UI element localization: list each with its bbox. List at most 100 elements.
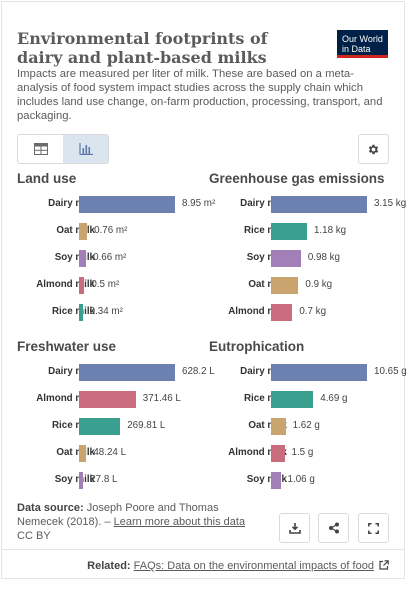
bar-row[interactable]: Rice milk 0.34 m²	[17, 304, 207, 321]
bar-value-label: 1.5 g	[291, 447, 314, 458]
bar-row[interactable]: Almond milk 371.46 L	[17, 391, 207, 408]
source-separator: –	[101, 516, 114, 528]
bar-row[interactable]: Almond milk 1.5 g	[209, 445, 399, 462]
panel-title: Greenhouse gas emissions	[209, 171, 385, 186]
bar-row[interactable]: Rice milk 4.69 g	[209, 391, 399, 408]
bar[interactable]	[271, 250, 301, 267]
bar-value-label: 0.98 kg	[307, 252, 340, 263]
bar-row[interactable]: Dairy milk 8.95 m²	[17, 196, 215, 213]
bar[interactable]	[79, 364, 175, 381]
owid-logo[interactable]: Our World in Data	[337, 30, 388, 58]
chart-subtitle: Impacts are measured per liter of milk. …	[17, 68, 383, 122]
bar[interactable]	[271, 304, 293, 321]
bar-row[interactable]: Dairy milk 628.2 L	[17, 364, 215, 381]
bar-value-label: 27.8 L	[90, 474, 118, 485]
related-label: Related:	[87, 560, 131, 572]
bar-category-label: Dairy milk	[48, 366, 95, 377]
bar[interactable]	[271, 196, 367, 213]
view-tabs	[17, 134, 109, 164]
bar-value-label: 8.95 m²	[182, 198, 216, 209]
bar-value-label: 0.9 kg	[305, 279, 333, 290]
bar[interactable]	[271, 472, 281, 489]
bar-category-label: Rice milk	[243, 225, 287, 236]
bar[interactable]	[271, 223, 307, 240]
external-link-icon	[379, 560, 389, 570]
panel-eutrophication: Eutrophication Dairy milk 10.65 g Rice mil…	[209, 339, 406, 489]
bar-row[interactable]: Oat milk 0.76 m²	[17, 223, 207, 240]
bar-value-label: 0.34 m²	[89, 306, 123, 317]
bar[interactable]	[79, 196, 175, 213]
bar-category-label: Oat milk	[56, 447, 95, 458]
bar-category-label: Oat milk	[248, 279, 287, 290]
bar-value-label: 269.81 L	[127, 420, 166, 431]
bar-row[interactable]: Oat milk 0.9 kg	[209, 277, 399, 294]
download-button[interactable]	[279, 513, 310, 543]
bar[interactable]	[271, 277, 299, 294]
bar[interactable]	[271, 418, 286, 435]
bar[interactable]	[271, 364, 367, 381]
related-link-row: Related: FAQs: Data on the environmental…	[87, 560, 389, 572]
bar-row[interactable]: Almond milk 0.7 kg	[209, 304, 399, 321]
bar-row[interactable]: Almond milk 0.5 m²	[17, 277, 207, 294]
bar-row[interactable]: Soy milk 1.06 g	[209, 472, 399, 489]
source-text: Joseph Poore and Thomas Nemecek (2018).	[17, 502, 219, 528]
download-icon	[288, 523, 301, 534]
bar-row[interactable]: Soy milk 0.66 m²	[17, 250, 207, 267]
bar-category-label: Oat milk	[248, 420, 287, 431]
bar-value-label: 0.66 m²	[93, 252, 127, 263]
bar-value-label: 371.46 L	[142, 393, 181, 404]
source-label: Data source:	[17, 502, 84, 514]
bar-category-label: Rice milk	[51, 306, 95, 317]
bar-row[interactable]: Soy milk 27.8 L	[17, 472, 207, 489]
bar-category-label: Almond milk	[228, 447, 287, 458]
bar[interactable]	[79, 418, 121, 435]
related-faq-link[interactable]: FAQs: Data on the environmental impacts …	[133, 560, 374, 572]
bar-row[interactable]: Oat milk 48.24 L	[17, 445, 207, 462]
bar-category-label: Rice milk	[51, 420, 95, 431]
bar-category-label: Rice milk	[243, 393, 287, 404]
tab-table[interactable]	[18, 135, 63, 163]
fullscreen-button[interactable]	[358, 513, 389, 543]
panel-title: Land use	[17, 171, 77, 186]
bar-value-label: 10.65 g	[374, 366, 406, 377]
settings-button[interactable]	[358, 134, 389, 164]
bar-value-label: 0.7 kg	[299, 306, 327, 317]
tab-chart[interactable]	[63, 135, 108, 163]
bar-row[interactable]: Rice milk 1.18 kg	[209, 223, 399, 240]
bar[interactable]	[271, 445, 285, 462]
bar-category-label: Soy milk	[54, 252, 95, 263]
share-button[interactable]	[318, 513, 349, 543]
bar-row[interactable]: Rice milk 269.81 L	[17, 418, 207, 435]
gear-icon	[368, 144, 379, 154]
bar-row[interactable]: Oat milk 1.62 g	[209, 418, 399, 435]
bar-category-label: Dairy milk	[240, 198, 287, 209]
footer-divider	[1, 549, 405, 550]
bar-value-label: 0.76 m²	[94, 225, 128, 236]
bar-chart-icon	[78, 143, 93, 155]
bar-category-label: Oat milk	[56, 225, 95, 236]
bar[interactable]	[79, 223, 88, 240]
bar-row[interactable]: Soy milk 0.98 kg	[209, 250, 399, 267]
share-icon	[328, 522, 339, 534]
panel-title: Freshwater use	[17, 339, 117, 354]
bar[interactable]	[79, 391, 136, 408]
bar-value-label: 1.06 g	[287, 474, 315, 485]
bar-row[interactable]: Dairy milk 10.65 g	[209, 364, 406, 381]
bar-category-label: Soy milk	[246, 252, 287, 263]
bar-row[interactable]: Dairy milk 3.15 kg	[209, 196, 406, 213]
panel-title: Eutrophication	[209, 339, 305, 354]
bar[interactable]	[79, 472, 84, 489]
bar[interactable]	[79, 277, 85, 294]
fullscreen-icon	[368, 522, 379, 534]
bar-category-label: Almond milk	[228, 306, 287, 317]
bar[interactable]	[79, 304, 83, 321]
panel-ghg-emissions: Greenhouse gas emissions Dairy milk 3.15 …	[209, 171, 406, 321]
table-icon	[33, 143, 48, 155]
data-source: Data source: Joseph Poore and Thomas Nem…	[17, 501, 267, 543]
bar[interactable]	[271, 391, 314, 408]
learn-more-link[interactable]: Learn more about this data	[113, 516, 246, 528]
bar[interactable]	[79, 250, 87, 267]
bar[interactable]	[79, 445, 87, 462]
bar-value-label: 0.5 m²	[91, 279, 120, 290]
bar-value-label: 1.18 kg	[313, 225, 347, 236]
